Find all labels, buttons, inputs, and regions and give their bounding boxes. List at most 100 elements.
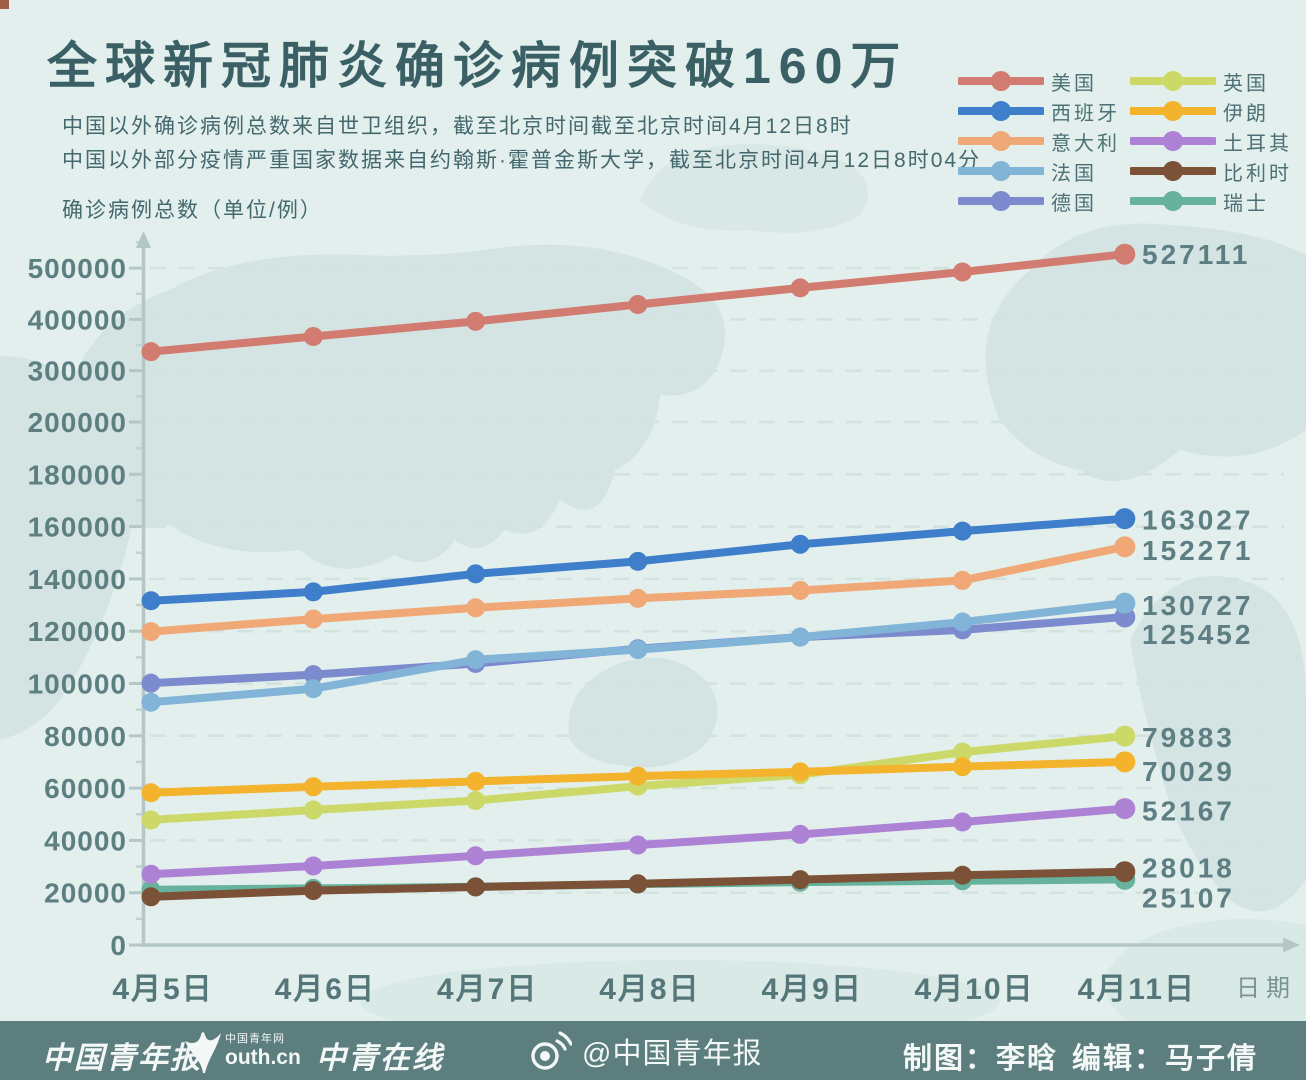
legend-dot (991, 71, 1011, 91)
legend-item-iran: 伊朗 (1130, 96, 1292, 126)
legend-column-2: 英国 伊朗 土耳其 比利时 瑞士 (1130, 66, 1292, 216)
corner-artifact (0, 0, 9, 9)
youth-cn-small-label: 中国青年网 (225, 1033, 285, 1045)
data-point-france-3 (628, 640, 648, 660)
legend-dot (991, 131, 1011, 151)
legend-swatch-iran (1130, 101, 1216, 121)
x-tick-label: 4月7日 (437, 973, 538, 1006)
y-tick-label: 80000 (44, 721, 127, 752)
legend-item-belgium: 比利时 (1130, 156, 1292, 186)
data-point-turkey-0 (141, 864, 161, 884)
axis-labels: 0 20000 40000 60000 80000 100000 120000 140000 1… (28, 253, 1296, 1006)
legend-item-uk: 英国 (1130, 66, 1292, 96)
data-point-belgium-5 (953, 865, 972, 885)
data-point-italy-6 (1114, 536, 1136, 558)
legend-swatch-uk (1130, 71, 1216, 91)
data-point-us-4 (790, 278, 810, 298)
data-point-uk-5 (953, 742, 972, 762)
map-north-america (985, 223, 1306, 482)
data-point-spain-0 (141, 591, 161, 611)
world-map-watermark (0, 144, 1306, 1051)
map-africa (0, 356, 133, 740)
end-value-label-belgium: 28018 (1142, 853, 1235, 884)
data-point-iran-5 (953, 757, 972, 777)
data-point-italy-4 (790, 580, 810, 600)
y-tick-label: 500000 (28, 253, 127, 284)
y-axis-unit-label: 确诊病例总数（单位/例） (62, 199, 323, 222)
weibo-icon (531, 1031, 572, 1070)
data-point-us-5 (953, 262, 972, 282)
data-point-iran-6 (1114, 751, 1136, 773)
data-point-france-6 (1114, 592, 1136, 614)
axes (129, 231, 1300, 953)
data-point-italy-3 (628, 588, 648, 608)
legend-label-germany: 德国 (1051, 192, 1097, 215)
end-value-label-turkey: 52167 (1142, 796, 1235, 827)
source-note-jhu: 中国以外部分疫情严重国家数据来自约翰斯·霍普金斯大学，截至北京时间4月12日8时… (62, 149, 982, 172)
legend-dot (1163, 161, 1183, 181)
y-tick-label: 140000 (28, 564, 127, 595)
credit-cartographer: 制图：李晗 (903, 1043, 1059, 1075)
data-point-uk-1 (303, 800, 323, 820)
data-point-turkey-2 (466, 846, 486, 866)
y-tick-label: 400000 (28, 304, 127, 335)
data-point-iran-0 (141, 783, 161, 803)
legend-label-spain: 西班牙 (1051, 102, 1120, 125)
data-point-turkey-5 (953, 812, 972, 832)
data-point-iran-2 (466, 771, 486, 791)
youth-cn-text: 中国青年网 outh.cn (225, 1033, 301, 1069)
data-point-spain-6 (1114, 508, 1136, 530)
data-point-iran-1 (303, 777, 323, 797)
data-point-belgium-6 (1114, 861, 1136, 883)
x-tick-label: 4月5日 (112, 973, 213, 1006)
source-note-who: 中国以外确诊病例总数来自世卫组织，截至北京时间截至北京时间4月12日8时 (62, 115, 853, 138)
legend-label-italy: 意大利 (1051, 132, 1120, 155)
end-value-label-germany: 125452 (1142, 619, 1253, 650)
end-value-label-spain: 163027 (1142, 505, 1253, 536)
x-tick-label: 4月8日 (599, 973, 700, 1006)
logo-zhongguo-qingnianbao: 中国青年报 (42, 1041, 202, 1076)
map-south-america (1130, 576, 1306, 912)
data-point-uk-2 (466, 791, 486, 811)
youth-leaf-icon (185, 1032, 221, 1073)
end-value-label-france: 130727 (1142, 590, 1253, 621)
data-point-france-4 (790, 627, 810, 647)
legend-swatch-switzerland (1130, 191, 1216, 211)
x-tick-label: 4月11日 (1078, 973, 1196, 1006)
legend-dot (1163, 191, 1183, 211)
legend-label-switzerland: 瑞士 (1223, 192, 1269, 215)
end-value-label-us: 527111 (1142, 239, 1250, 270)
legend-item-spain: 西班牙 (958, 96, 1120, 126)
data-point-spain-2 (466, 564, 486, 584)
x-tick-label: 4月6日 (275, 973, 376, 1006)
end-value-label-italy: 152271 (1142, 535, 1253, 566)
data-point-france-2 (466, 650, 486, 670)
end-value-label-uk: 79883 (1142, 722, 1235, 753)
legend-label-france: 法国 (1051, 162, 1097, 185)
map-patagonia (1105, 919, 1306, 1051)
legend-swatch-us (958, 71, 1044, 91)
data-point-us-0 (141, 342, 161, 362)
data-point-us-3 (628, 294, 648, 314)
legend-dot (1163, 101, 1183, 121)
data-point-iran-4 (790, 762, 810, 782)
legend-swatch-italy (958, 131, 1044, 151)
legend-swatch-germany (958, 191, 1044, 211)
data-point-italy-2 (466, 598, 486, 618)
x-axis-name-label: 日期 (1236, 975, 1296, 1002)
data-point-us-1 (303, 326, 323, 346)
legend-swatch-spain (958, 101, 1044, 121)
y-tick-label: 20000 (44, 878, 127, 909)
credit-editor: 编辑：马子倩 (1072, 1043, 1259, 1075)
x-tick-label: 4月9日 (762, 973, 863, 1006)
weibo-handle: @中国青年报 (582, 1038, 763, 1070)
footer-bar: 中国青年报 中国青年网 outh.cn 中青在线 @中国青年报 制图：李晗 编辑… (0, 1021, 1306, 1080)
legend: 美国 西班牙 意大利 法国 德国 英国 伊朗 土耳其 比利时 瑞士 (958, 66, 1292, 216)
data-point-spain-4 (790, 534, 810, 554)
y-tick-label: 60000 (44, 773, 127, 804)
legend-item-france: 法国 (958, 156, 1120, 186)
data-point-italy-5 (953, 570, 972, 590)
y-tick-label: 100000 (28, 669, 127, 700)
